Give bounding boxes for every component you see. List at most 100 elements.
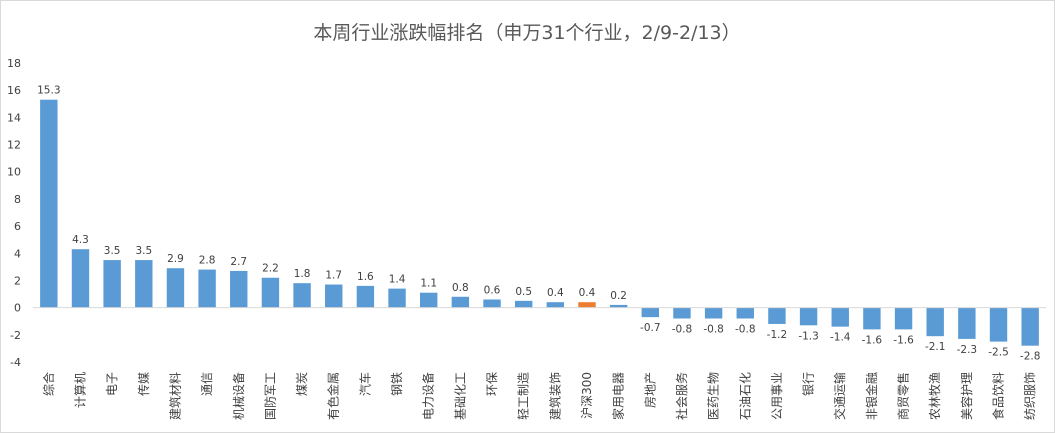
data-label: -2.1 <box>925 341 946 353</box>
bar <box>926 307 944 337</box>
category-label: 有色金属 <box>326 372 341 420</box>
data-label: -1.6 <box>893 334 914 346</box>
y-tick-label: -4 <box>10 356 21 369</box>
y-tick-label: 16 <box>7 84 21 97</box>
bar <box>578 302 596 308</box>
category-label: 钢铁 <box>390 372 404 396</box>
bar <box>71 249 90 308</box>
data-label: 1.6 <box>357 271 374 283</box>
category-label: 商贸零售 <box>896 372 911 420</box>
category-label: 银行 <box>802 372 816 396</box>
bar <box>704 307 723 319</box>
bar <box>673 307 691 319</box>
bar <box>768 307 786 324</box>
y-tick-label: 0 <box>14 302 21 315</box>
category-label: 煤炭 <box>295 372 309 396</box>
category-label: 通信 <box>200 372 214 396</box>
category-label: 汽车 <box>357 372 372 396</box>
bar <box>261 277 280 308</box>
bar <box>514 300 533 308</box>
bar <box>325 284 343 308</box>
bar <box>1021 307 1039 346</box>
category-label: 建筑装饰 <box>547 372 562 420</box>
data-label: -1.2 <box>767 329 788 341</box>
y-tick-label: 14 <box>7 111 21 124</box>
bar <box>451 296 470 308</box>
bar <box>230 270 248 308</box>
bar <box>799 307 818 326</box>
data-label: -1.3 <box>798 330 819 342</box>
data-label: -1.4 <box>830 332 851 344</box>
bar <box>135 260 153 308</box>
category-label: 美容护理 <box>959 372 974 420</box>
category-label: 家用电器 <box>611 372 626 420</box>
category-label: 电子 <box>105 372 119 396</box>
category-label: 轻工制造 <box>517 372 531 420</box>
data-label: 1.8 <box>294 268 311 280</box>
category-label: 医药生物 <box>707 372 721 420</box>
category-label: 农林牧渔 <box>928 372 942 420</box>
bar <box>989 307 1008 342</box>
bar <box>958 307 976 339</box>
data-label: 1.1 <box>420 278 437 290</box>
bar <box>609 304 628 308</box>
bar <box>293 283 311 308</box>
bar <box>641 307 659 318</box>
y-tick-label: 18 <box>7 57 21 70</box>
data-label: -0.8 <box>735 324 756 336</box>
data-label: -2.3 <box>957 344 978 356</box>
category-label: 纺织服饰 <box>1023 372 1037 420</box>
data-label: 0.5 <box>515 286 532 298</box>
data-label: 0.6 <box>484 284 501 296</box>
data-label: 0.4 <box>579 287 596 299</box>
data-label: -1.6 <box>862 334 883 346</box>
data-label: -0.7 <box>640 322 661 334</box>
y-tick-label: 4 <box>14 247 21 260</box>
y-tick-label: 6 <box>14 220 21 233</box>
data-label: 2.2 <box>262 263 279 275</box>
data-labels: 15.3 4.3 3.5 3.5 2.9 2.8 2.7 2.2 1.8 1.7 1.6 1.4 1.1… <box>37 85 1040 363</box>
bar <box>894 307 913 330</box>
data-label: 2.8 <box>199 255 216 267</box>
data-label: 2.7 <box>230 256 247 268</box>
category-label: 非银金融 <box>864 372 879 420</box>
data-label: 1.7 <box>325 270 342 282</box>
bar <box>863 307 881 330</box>
bar <box>736 307 754 319</box>
y-axis: -4 -2 0 2 4 6 8 10 12 14 16 18 <box>7 57 21 369</box>
category-label: 房地产 <box>642 372 657 408</box>
y-tick-label: 8 <box>14 193 21 206</box>
category-label: 石油石化 <box>738 372 752 420</box>
bar <box>166 268 185 308</box>
bar <box>483 299 501 308</box>
y-tick-label: 2 <box>14 274 21 287</box>
chart-title: 本周行业涨跌幅排名（申万31个行业，2/9-2/13） <box>313 22 740 44</box>
category-label: 综合 <box>41 372 56 396</box>
data-label: -2.5 <box>988 347 1009 359</box>
data-label: 0.2 <box>610 290 627 302</box>
category-label: 公用事业 <box>770 372 784 420</box>
category-label: 环保 <box>485 372 499 396</box>
data-label: 3.5 <box>104 245 121 257</box>
data-label: 3.5 <box>135 245 152 257</box>
category-label: 建筑材料 <box>167 372 182 420</box>
category-label: 传媒 <box>136 372 151 396</box>
bar <box>356 285 375 308</box>
data-label: -2.8 <box>1020 351 1041 363</box>
data-label: 0.8 <box>452 282 469 294</box>
bar <box>831 307 849 327</box>
category-label: 基础化工 <box>453 372 467 420</box>
bars <box>40 99 1039 346</box>
bar <box>198 269 216 308</box>
category-label: 机械设备 <box>231 372 246 420</box>
y-tick-label: -2 <box>10 329 21 342</box>
data-label: 1.4 <box>389 274 406 286</box>
data-label: -0.8 <box>703 324 724 336</box>
bar <box>546 302 565 308</box>
category-label: 计算机 <box>72 372 87 408</box>
data-label: 2.9 <box>167 253 184 265</box>
category-label: 电力设备 <box>422 372 436 420</box>
data-label: 15.3 <box>37 85 60 97</box>
